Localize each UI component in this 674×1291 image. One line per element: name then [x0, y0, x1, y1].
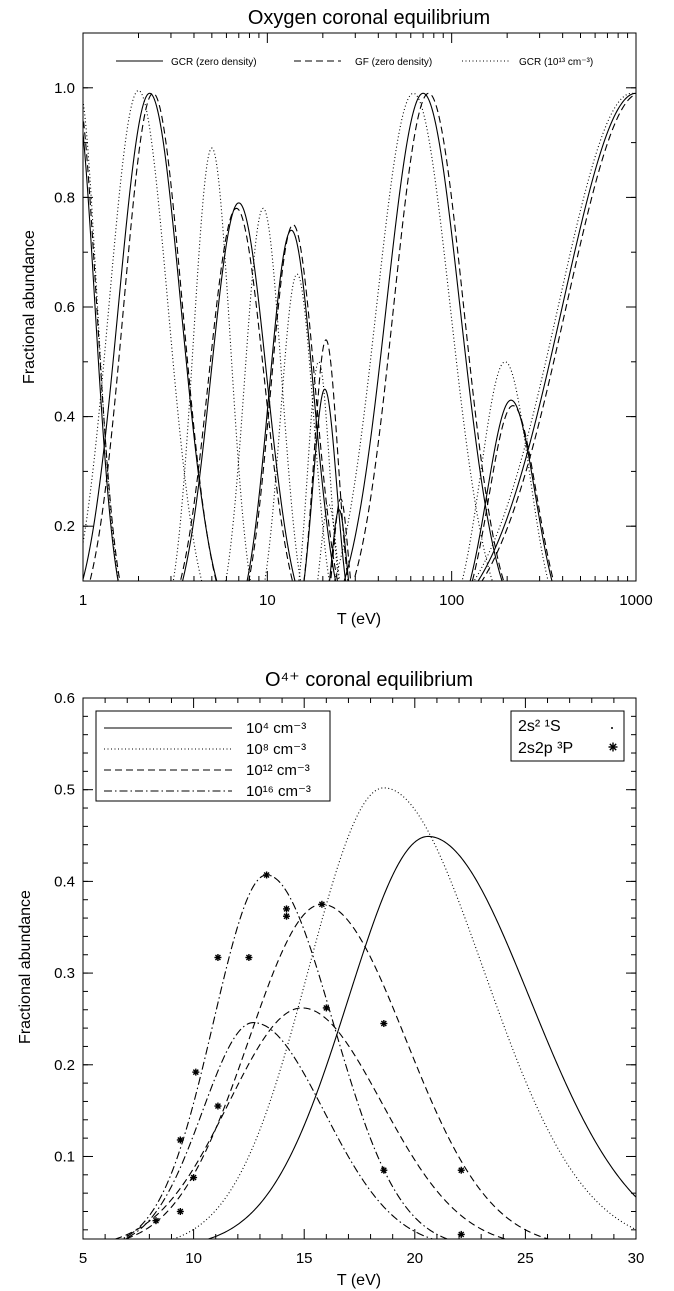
- chart2-ytick-label: 0.6: [54, 690, 75, 707]
- legend2-solid-label: 10⁴ cm⁻³: [246, 720, 306, 737]
- chart2-frame: [82, 697, 637, 1240]
- chart1-ion-curve-dashed: [481, 93, 636, 581]
- chart2-asterisk-marker: [457, 1166, 465, 1174]
- chart1-ion-curve-solid: [343, 92, 503, 581]
- chart1-ytick-label: 1.0: [54, 80, 75, 97]
- chart2-asterisk-marker: [176, 1207, 184, 1215]
- legend3-asterisk-marker: [608, 742, 618, 752]
- chart2-marker-legend: 2s² ¹S 2s2p ³P: [510, 710, 625, 762]
- chart1-ion-curve-dotted: [225, 207, 302, 581]
- chart2-markers: [152, 871, 465, 1238]
- chart2-series-curve-dash-dot: [123, 1022, 435, 1239]
- chart2-asterisk-marker: [322, 1004, 330, 1012]
- chart2-series-curve-dashed: [113, 1007, 508, 1239]
- chart1-xtick-label: 1000: [619, 592, 652, 609]
- legend2-dotted-label: 10⁸ cm⁻³: [246, 741, 306, 758]
- chart2-asterisk-marker: [152, 1217, 160, 1225]
- chart2-xtick-label: 10: [185, 1250, 202, 1267]
- chart2-xtick-label: 15: [296, 1250, 313, 1267]
- chart1-ion-curve-dashed: [471, 405, 555, 581]
- chart1-xtick-label: 1: [79, 592, 87, 609]
- chart2-asterisk-marker: [457, 1230, 465, 1238]
- chart2-title: O⁴⁺ coronal equilibrium: [265, 669, 473, 691]
- chart2-ytick-label: 0.3: [54, 965, 75, 982]
- legend2-dashdot-label: 10¹⁶ cm⁻³: [246, 783, 311, 800]
- legend3-dot-marker: [611, 727, 613, 729]
- chart2-series-curve-dotted: [171, 787, 636, 1239]
- chart1-ion-curve-dotted: [83, 89, 203, 581]
- chart1-ion-curve-dashed: [303, 339, 349, 581]
- chart2-asterisk-marker: [192, 1068, 200, 1076]
- chart2-xtick-label: 20: [406, 1250, 423, 1267]
- chart2-xtick-label: 25: [517, 1250, 534, 1267]
- o4-equilibrium-chart: O⁴⁺ coronal equilibrium 5 10 15 20 25 30 0.1 0.…: [17, 669, 644, 1289]
- chart1-xtick-label: 100: [439, 592, 464, 609]
- chart2-asterisk-marker: [380, 1166, 388, 1174]
- chart2-line-legend: 10⁴ cm⁻³ 10⁸ cm⁻³ 10¹² cm⁻³ 10¹⁶ cm⁻³: [95, 710, 331, 802]
- chart2-asterisk-marker: [214, 953, 222, 961]
- chart1-ytick-label: 0.8: [54, 189, 75, 206]
- legend1-dashed-label: GF (zero density): [355, 57, 432, 68]
- chart2-ylabel: Fractional abundance: [17, 890, 34, 1044]
- chart2-xtick-label: 5: [79, 1250, 87, 1267]
- chart2-ytick-label: 0.2: [54, 1057, 75, 1074]
- chart2-series-curve-dashed: [123, 903, 551, 1239]
- chart2-series: [113, 787, 636, 1239]
- chart1-ion-curve-solid: [83, 92, 218, 581]
- legend3-box: [510, 710, 625, 762]
- legend3-singlet-label: 2s² ¹S: [518, 718, 561, 735]
- chart1-ion-curve-dotted: [461, 361, 549, 581]
- chart2-asterisk-marker: [263, 871, 271, 879]
- chart1-ion-curve-solid: [181, 202, 296, 581]
- chart1-legend: GCR (zero density) GF (zero density) GCR…: [116, 57, 593, 68]
- chart1-series: [83, 89, 636, 581]
- chart2-series-curve-dash-dot: [120, 874, 449, 1239]
- chart2-asterisk-marker: [283, 912, 291, 920]
- oxygen-equilibrium-chart: Oxygen coronal equilibrium 1 10 100 1000 0.2…: [21, 7, 653, 628]
- chart2-asterisk-marker: [380, 1020, 388, 1028]
- chart2-asterisk-marker: [318, 900, 326, 908]
- chart1-ylabel: Fractional abundance: [21, 230, 38, 384]
- chart2-series-curve-solid: [206, 835, 636, 1239]
- chart2-asterisk-marker: [176, 1136, 184, 1144]
- chart1-ion-curve-solid: [477, 92, 636, 581]
- legend2-dashed-label: 10¹² cm⁻³: [246, 762, 310, 779]
- chart1-frame: [82, 32, 637, 582]
- chart2-asterisk-marker: [190, 1174, 198, 1182]
- chart1-title: Oxygen coronal equilibrium: [248, 7, 490, 29]
- chart2-xlabel: T (eV): [337, 1272, 381, 1289]
- chart1-ion-curve-solid: [469, 399, 553, 581]
- legend1-dotted-label: GCR (10¹³ cm⁻³): [519, 57, 593, 68]
- chart1-ion-curve-solid: [246, 229, 337, 581]
- chart2-ytick-label: 0.1: [54, 1148, 75, 1165]
- chart1-xlabel: T (eV): [337, 611, 381, 628]
- chart2-xtick-label: 30: [628, 1250, 645, 1267]
- chart1-ion-curve-dashed: [179, 207, 294, 581]
- chart2-asterisk-marker: [245, 953, 253, 961]
- chart1-ion-curve-dotted: [298, 361, 340, 581]
- chart1-ion-curve-solid: [328, 509, 350, 581]
- chart2-ytick-label: 0.5: [54, 782, 75, 799]
- chart1-ion-curve-dashed: [330, 498, 352, 581]
- chart1-ion-curve-dashed: [89, 92, 217, 581]
- chart2-ytick-label: 0.4: [54, 873, 75, 890]
- chart2-asterisk-marker: [283, 905, 291, 913]
- chart2-axes: 5 10 15 20 25 30 0.1 0.2 0.3 0.4 0.5 0.6: [54, 690, 644, 1267]
- chart1-ytick-label: 0.6: [54, 299, 75, 316]
- legend2-box: [95, 710, 331, 802]
- chart1-axes: 1 10 100 1000 0.2 0.4 0.6 0.8 1.0: [54, 32, 653, 609]
- chart1-xtick-label: 10: [259, 592, 276, 609]
- legend1-solid-label: GCR (zero density): [171, 57, 257, 68]
- legend3-triplet-label: 2s2p ³P: [518, 740, 573, 757]
- chart1-ytick-label: 0.2: [54, 518, 75, 535]
- chart2-asterisk-marker: [214, 1102, 222, 1110]
- chart1-ion-curve-solid: [303, 388, 347, 581]
- chart1-ytick-label: 0.4: [54, 409, 75, 426]
- chart1-ion-curve-dotted: [172, 147, 251, 581]
